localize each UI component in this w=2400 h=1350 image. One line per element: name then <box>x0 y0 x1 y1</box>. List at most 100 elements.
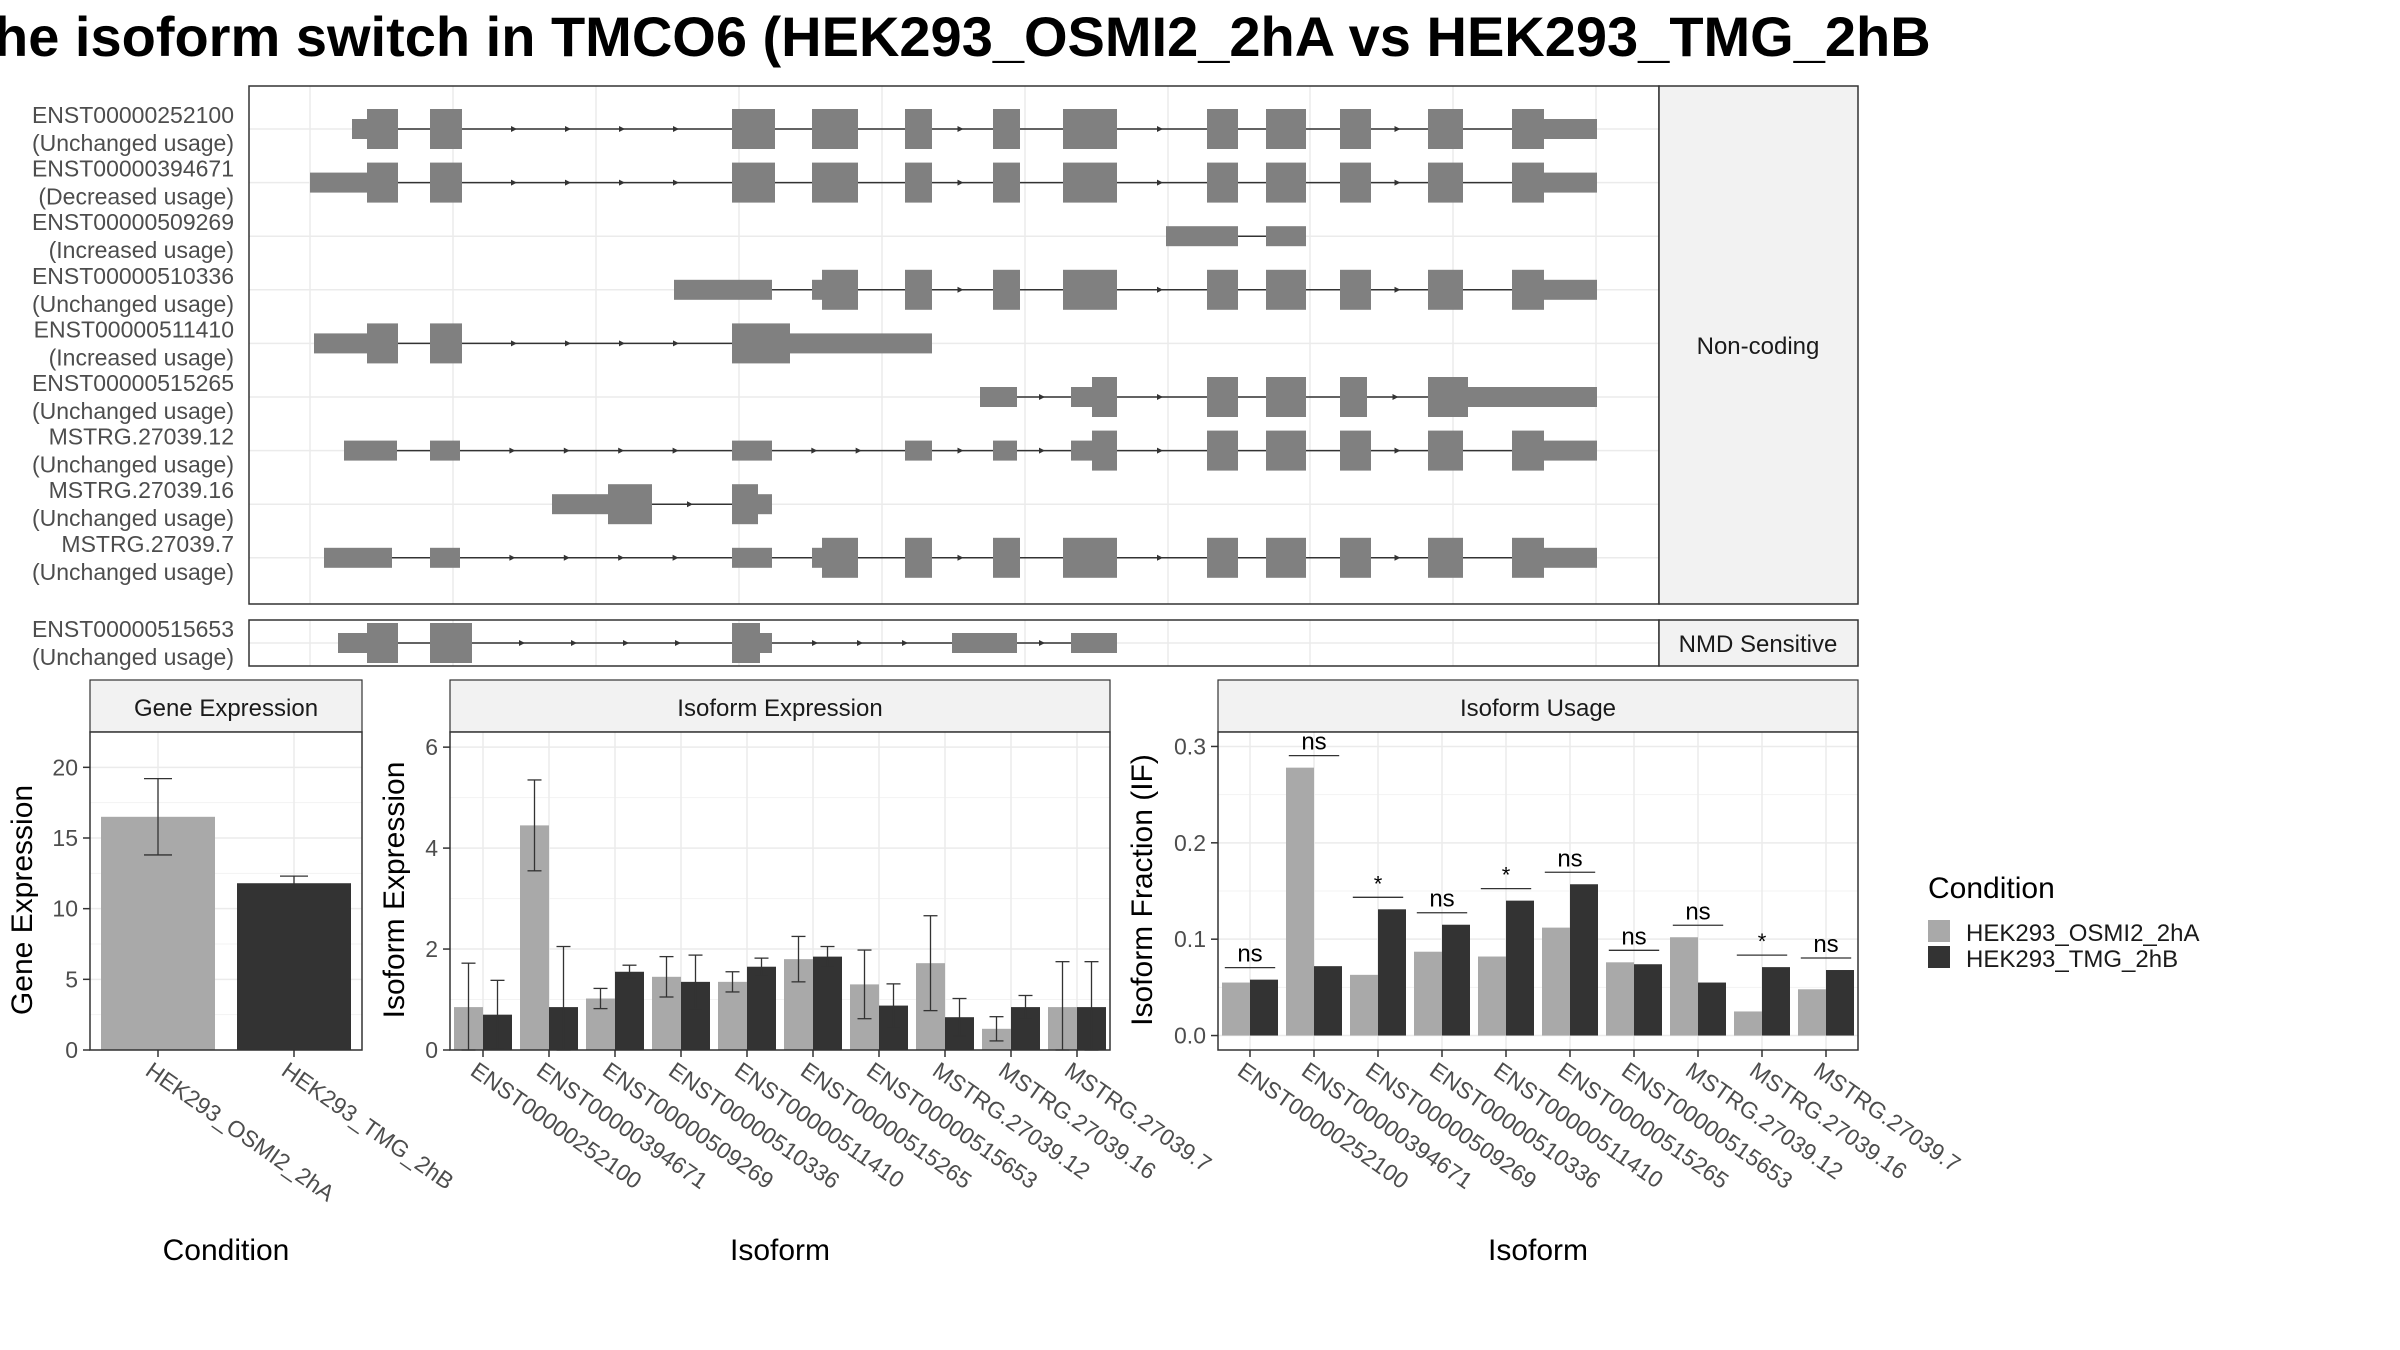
intron-direction-arrow <box>619 179 625 186</box>
intron-direction-arrow <box>1394 126 1401 132</box>
intron-direction-arrow <box>1394 554 1401 561</box>
isoform-usage-y-label: Isoform Fraction (IF) <box>1126 754 1159 1026</box>
isoform-usage-plot: 0.00.10.20.3nsENST00000252100nsENST00000… <box>1174 729 1965 1194</box>
bar <box>1314 966 1342 1036</box>
intron-direction-arrow <box>519 640 525 646</box>
exon-coding <box>993 269 1020 310</box>
isoform-expression-x-label: Isoform <box>730 1234 830 1267</box>
y-tick-label: 2 <box>425 936 438 962</box>
exon-coding <box>732 162 775 203</box>
significance-label: * <box>1758 929 1767 954</box>
intron-direction-arrow <box>565 340 571 347</box>
exon-coding <box>1092 377 1117 417</box>
exon-coding <box>1063 162 1117 203</box>
exon-coding <box>1428 537 1463 578</box>
plot-border <box>449 731 1111 1051</box>
intron-direction-arrow <box>1157 286 1163 293</box>
isoform-usage-label: (Unchanged usage) <box>32 130 234 156</box>
isoform-label: ENST00000510336 <box>32 263 234 289</box>
bar <box>1506 900 1534 1036</box>
isoform-label: ENST00000515265 <box>32 370 234 396</box>
significance-label: ns <box>1813 931 1838 958</box>
exon-coding <box>1340 109 1371 149</box>
exon-coding <box>732 109 775 149</box>
significance-label: ns <box>1301 729 1326 756</box>
exon-coding <box>430 109 462 149</box>
exon-utr <box>344 440 397 461</box>
isoform-label: MSTRG.27039.7 <box>61 531 234 557</box>
y-tick-label: 10 <box>52 896 78 922</box>
significance-label: ns <box>1685 898 1710 925</box>
intron-direction-arrow <box>619 340 625 347</box>
isoform-label: ENST00000509269 <box>32 209 234 235</box>
y-tick-label: 0.1 <box>1174 926 1206 952</box>
y-tick-label: 0.3 <box>1174 733 1206 759</box>
bar <box>1222 982 1250 1036</box>
exon-utr <box>812 547 822 568</box>
bar <box>1378 909 1406 1036</box>
bar <box>747 966 776 1050</box>
bar <box>1734 1011 1762 1036</box>
exon-coding <box>1207 162 1238 203</box>
isoform-usage-label: (Unchanged usage) <box>32 644 234 670</box>
intron-direction-arrow <box>812 640 818 646</box>
exon-coding <box>430 323 462 364</box>
intron-direction-arrow <box>857 640 863 646</box>
bar <box>1478 956 1506 1036</box>
exon-utr <box>1166 226 1238 247</box>
bar <box>1570 884 1598 1036</box>
bar <box>1698 982 1726 1036</box>
exon-utr <box>952 633 1017 653</box>
isoform-label: MSTRG.27039.12 <box>49 424 234 450</box>
bar <box>237 883 351 1050</box>
exon-coding <box>905 162 932 203</box>
isoform-expression-strip-label: Isoform Expression <box>677 695 882 722</box>
intron-direction-arrow <box>1039 394 1045 400</box>
intron-direction-arrow <box>1039 640 1045 646</box>
plot-border <box>1217 731 1859 1051</box>
exon-coding <box>1266 162 1306 203</box>
intron-direction-arrow <box>623 640 629 646</box>
bar <box>101 816 215 1050</box>
intron-direction-arrow <box>618 554 625 561</box>
exon-utr <box>790 333 932 354</box>
y-tick-label: 0 <box>65 1037 78 1063</box>
exon-coding <box>1207 377 1238 417</box>
isoform-usage-label: (Unchanged usage) <box>32 291 234 317</box>
exon-coding <box>1063 537 1117 578</box>
exon-coding <box>1340 162 1371 203</box>
intron-direction-arrow <box>673 340 679 347</box>
intron-direction-arrow <box>571 640 577 646</box>
bar <box>1634 964 1662 1036</box>
gene-panel-strip-label: NMD Sensitive <box>1679 631 1838 658</box>
exon-coding <box>367 109 398 149</box>
exon-utr <box>993 440 1017 461</box>
isoform-usage-strip <box>1217 679 1859 733</box>
exon-coding <box>993 162 1020 203</box>
exon-coding <box>1428 377 1468 417</box>
intron-direction-arrow <box>618 447 625 454</box>
gene-panel-noncoding: ENST00000252100(Unchanged usage)ENST0000… <box>32 85 1859 605</box>
exon-coding <box>1266 377 1306 417</box>
exon-coding <box>1512 269 1544 310</box>
exon-coding <box>1512 109 1544 149</box>
bar <box>1250 979 1278 1036</box>
intron-direction-arrow <box>1157 394 1163 400</box>
exon-utr <box>760 633 772 653</box>
y-tick-label: 6 <box>425 734 438 760</box>
exon-coding <box>732 323 790 364</box>
exon-utr <box>758 494 772 515</box>
isoform-usage-label: (Unchanged usage) <box>32 398 234 424</box>
exon-utr <box>1544 547 1597 568</box>
exon-coding <box>1428 430 1463 471</box>
significance-label: ns <box>1237 941 1262 968</box>
exon-coding <box>905 537 932 578</box>
exon-coding <box>1428 109 1463 149</box>
isoform-usage-label: (Unchanged usage) <box>32 559 234 585</box>
gene-panel-nmd: ENST00000515653(Unchanged usage) NMD Sens… <box>32 616 1859 670</box>
intron-direction-arrow <box>672 447 679 454</box>
gene-panel-background <box>249 86 1659 604</box>
intron-direction-arrow <box>811 447 818 454</box>
isoform-usage-panel: Isoform Usage 0.00.10.20.3nsENST00000252… <box>1126 679 1965 1267</box>
